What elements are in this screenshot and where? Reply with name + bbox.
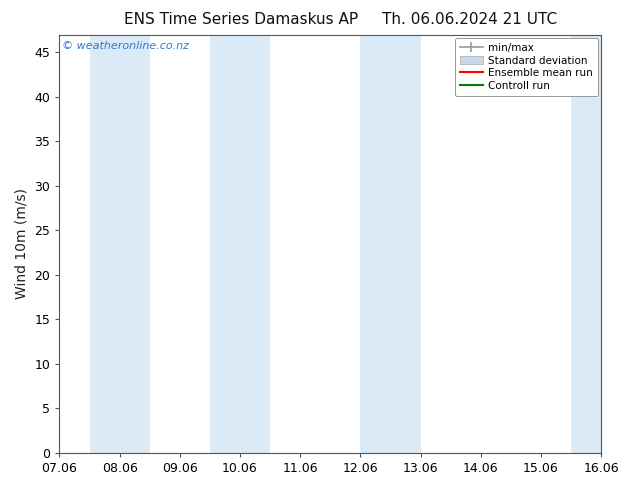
Bar (360, 35, 420, 453)
Bar (571, 35, 631, 453)
Legend: min/max, Standard deviation, Ensemble mean run, Controll run: min/max, Standard deviation, Ensemble me… (455, 38, 598, 96)
Bar (210, 35, 270, 453)
Bar (89, 35, 150, 453)
Y-axis label: Wind 10m (m/s): Wind 10m (m/s) (15, 188, 29, 299)
Text: ENS Time Series Damaskus AP: ENS Time Series Damaskus AP (124, 12, 358, 27)
Text: © weatheronline.co.nz: © weatheronline.co.nz (62, 41, 189, 51)
Text: Th. 06.06.2024 21 UTC: Th. 06.06.2024 21 UTC (382, 12, 557, 27)
